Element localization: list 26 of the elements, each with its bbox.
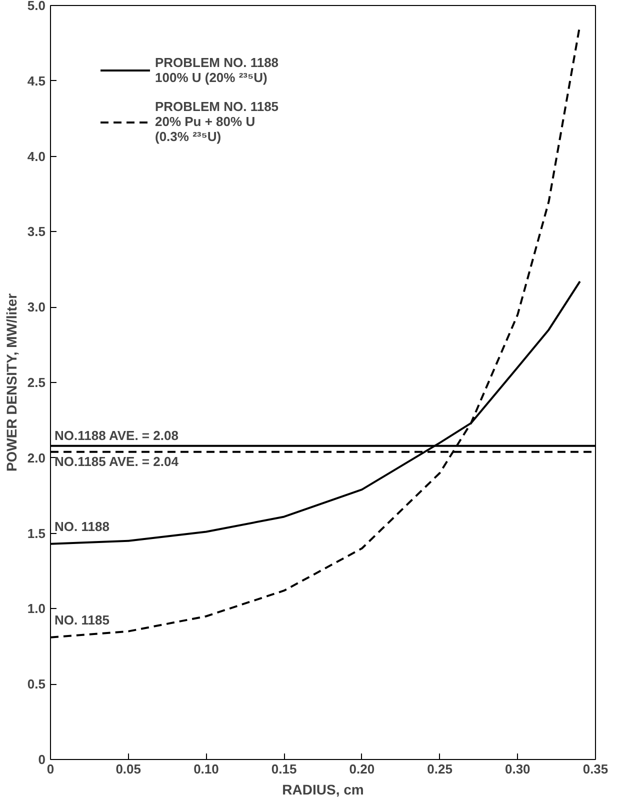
annotation: NO. 1185: [54, 612, 110, 628]
y-tick-label: 3.5: [27, 224, 46, 240]
x-axis-title: RADIUS, cm: [282, 782, 364, 798]
x-tick-label: 0.10: [194, 762, 219, 776]
y-tick-label: 3.0: [27, 300, 46, 315]
y-tick-label: 2.0: [27, 450, 46, 466]
legend-label: PROBLEM NO. 1185 20% Pu + 80% U (0.3% ²³⁵U): [155, 99, 279, 144]
x-tick-label: 0.30: [504, 762, 530, 776]
x-tick-label: 0.20: [349, 762, 375, 776]
x-tick-label: 0.35: [582, 762, 608, 776]
y-tick-label: 2.5: [27, 375, 46, 390]
annotation: NO. 1188: [54, 518, 110, 534]
legend-label: PROBLEM NO. 1188 100% U (20% ²³⁵U): [155, 55, 279, 85]
y-tick-label: 0: [38, 752, 46, 767]
y-tick-label: 1.0: [27, 601, 46, 616]
y-tick-label: 4.0: [27, 148, 46, 164]
y-tick-label: 0.5: [27, 676, 46, 692]
y-tick-label: 4.5: [27, 73, 46, 88]
y-tick-label: 1.5: [27, 526, 46, 541]
ref-line-label: NO.1185 AVE. = 2.04: [54, 454, 180, 469]
x-tick-label: 0.05: [116, 762, 142, 776]
y-axis-title: POWER DENSITY, MW/liter: [3, 292, 20, 472]
ref-line-label: NO.1188 AVE. = 2.08: [54, 428, 178, 443]
x-tick-label: 0.25: [427, 762, 452, 776]
y-tick-label: 5.0: [27, 0, 46, 13]
x-tick-label: 0.15: [271, 762, 297, 776]
